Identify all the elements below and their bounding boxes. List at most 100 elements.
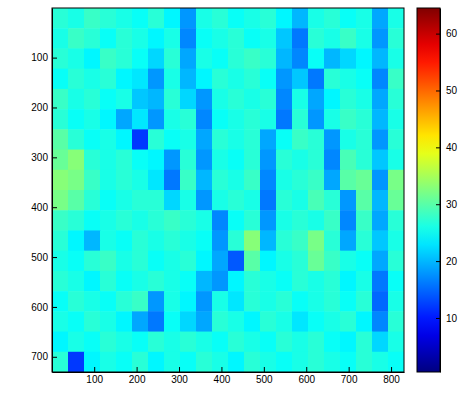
heatmap-cell bbox=[356, 8, 373, 29]
heatmap-cell bbox=[68, 251, 85, 272]
heatmap-cell bbox=[260, 230, 277, 251]
tick: 300 bbox=[171, 367, 188, 385]
heatmap-cell bbox=[116, 271, 133, 292]
heatmap-cell bbox=[244, 89, 261, 110]
tick-mark bbox=[52, 58, 57, 59]
heatmap-cell bbox=[196, 109, 213, 130]
heatmap-cell bbox=[388, 28, 404, 49]
heatmap-cell bbox=[340, 190, 357, 211]
heatmap-cell bbox=[212, 109, 229, 130]
heatmap-cell bbox=[196, 311, 213, 332]
heatmap-cell bbox=[260, 352, 277, 372]
heatmap-cell bbox=[244, 210, 261, 231]
heatmap-cell bbox=[212, 8, 229, 29]
heatmap-cell bbox=[276, 28, 293, 49]
heatmap-cell bbox=[372, 190, 389, 211]
heatmap-cell bbox=[100, 129, 117, 150]
heatmap-cell bbox=[388, 271, 404, 292]
heatmap-cell bbox=[52, 352, 69, 372]
heatmap-cell bbox=[260, 311, 277, 332]
heatmap-cell bbox=[356, 89, 373, 110]
tick-label: 100 bbox=[31, 52, 48, 63]
tick-label: 300 bbox=[171, 374, 188, 385]
heatmap-cell bbox=[52, 8, 69, 29]
heatmap-cell bbox=[292, 28, 309, 49]
heatmap-cell bbox=[68, 129, 85, 150]
heatmap-cell bbox=[356, 48, 373, 69]
heatmap-cell bbox=[100, 190, 117, 211]
heatmap-cell bbox=[100, 332, 117, 353]
heatmap-cell bbox=[276, 48, 293, 69]
heatmap-cell bbox=[164, 311, 181, 332]
heatmap-cell bbox=[372, 48, 389, 69]
heatmap-cell bbox=[356, 210, 373, 231]
heatmap-cell bbox=[100, 352, 117, 372]
heatmap-cell bbox=[68, 230, 85, 251]
heatmap-cell bbox=[324, 352, 341, 372]
heatmap-cell bbox=[68, 311, 85, 332]
heatmap-cell bbox=[100, 69, 117, 90]
heatmap-cell bbox=[164, 69, 181, 90]
heatmap-cell bbox=[116, 129, 133, 150]
tick-label: 20 bbox=[446, 256, 458, 267]
heatmap-cell bbox=[180, 190, 197, 211]
heatmap-cell bbox=[340, 28, 357, 49]
heatmap-cell bbox=[164, 48, 181, 69]
heatmap-cell bbox=[356, 332, 373, 353]
heatmap-cell bbox=[116, 230, 133, 251]
tick: 800 bbox=[383, 367, 400, 385]
tick: 40 bbox=[436, 142, 458, 153]
heatmap-cell bbox=[180, 352, 197, 372]
heatmap-cell bbox=[148, 28, 165, 49]
heatmap-cell bbox=[116, 190, 133, 211]
heatmap-cell bbox=[212, 69, 229, 90]
heatmap-cell bbox=[276, 8, 293, 29]
heatmap-cell bbox=[276, 291, 293, 312]
heatmap-cell bbox=[324, 332, 341, 353]
heatmap-cell bbox=[180, 332, 197, 353]
heatmap-cell bbox=[212, 352, 229, 372]
heatmap-cell bbox=[228, 28, 245, 49]
heatmap-cell bbox=[84, 129, 101, 150]
heatmap-cell bbox=[196, 230, 213, 251]
heatmap-cell bbox=[68, 150, 85, 171]
tick: 30 bbox=[436, 199, 458, 210]
heatmap-cell bbox=[228, 311, 245, 332]
heatmap-cell bbox=[276, 210, 293, 231]
heatmap-cell bbox=[340, 150, 357, 171]
heatmap-cell bbox=[100, 89, 117, 110]
heatmap-cell bbox=[212, 28, 229, 49]
heatmap-cell bbox=[52, 48, 69, 69]
tick-label: 500 bbox=[31, 252, 48, 263]
heatmap-cell bbox=[244, 352, 261, 372]
heatmap-cell bbox=[340, 170, 357, 191]
tick: 500 bbox=[256, 367, 273, 385]
heatmap-cell bbox=[356, 109, 373, 130]
heatmap-cell bbox=[324, 230, 341, 251]
heatmap-cell bbox=[308, 170, 325, 191]
heatmap-cell bbox=[52, 271, 69, 292]
heatmap-cell bbox=[148, 271, 165, 292]
heatmap-cell bbox=[100, 311, 117, 332]
heatmap-cell bbox=[132, 291, 149, 312]
heatmap-cell bbox=[52, 230, 69, 251]
heatmap-cell bbox=[116, 89, 133, 110]
heatmap-cell bbox=[148, 109, 165, 130]
heatmap-cell bbox=[228, 48, 245, 69]
heatmap-cell bbox=[372, 251, 389, 272]
tick-mark bbox=[179, 367, 180, 372]
heatmap-cell bbox=[180, 69, 197, 90]
heatmap-cell bbox=[116, 332, 133, 353]
heatmap-cell bbox=[180, 109, 197, 130]
heatmap-cell bbox=[260, 69, 277, 90]
heatmap-cell bbox=[132, 109, 149, 130]
heatmap-cell bbox=[324, 190, 341, 211]
heatmap-cell bbox=[164, 230, 181, 251]
heatmap-cell bbox=[100, 150, 117, 171]
tick: 600 bbox=[298, 367, 315, 385]
heatmap-cell bbox=[308, 129, 325, 150]
heatmap-cell bbox=[244, 28, 261, 49]
heatmap-cell bbox=[388, 8, 404, 29]
heatmap-cell bbox=[228, 8, 245, 29]
heatmap-cell bbox=[356, 69, 373, 90]
